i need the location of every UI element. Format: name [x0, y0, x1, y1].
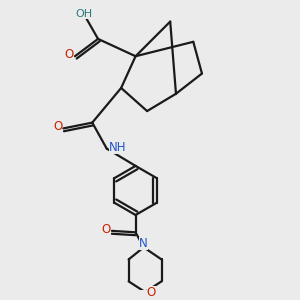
Text: NH: NH: [109, 141, 126, 154]
Text: O: O: [147, 286, 156, 299]
Text: O: O: [64, 48, 73, 61]
Text: OH: OH: [76, 8, 93, 19]
Text: O: O: [53, 120, 62, 134]
Text: O: O: [101, 223, 111, 236]
Text: N: N: [139, 237, 148, 250]
